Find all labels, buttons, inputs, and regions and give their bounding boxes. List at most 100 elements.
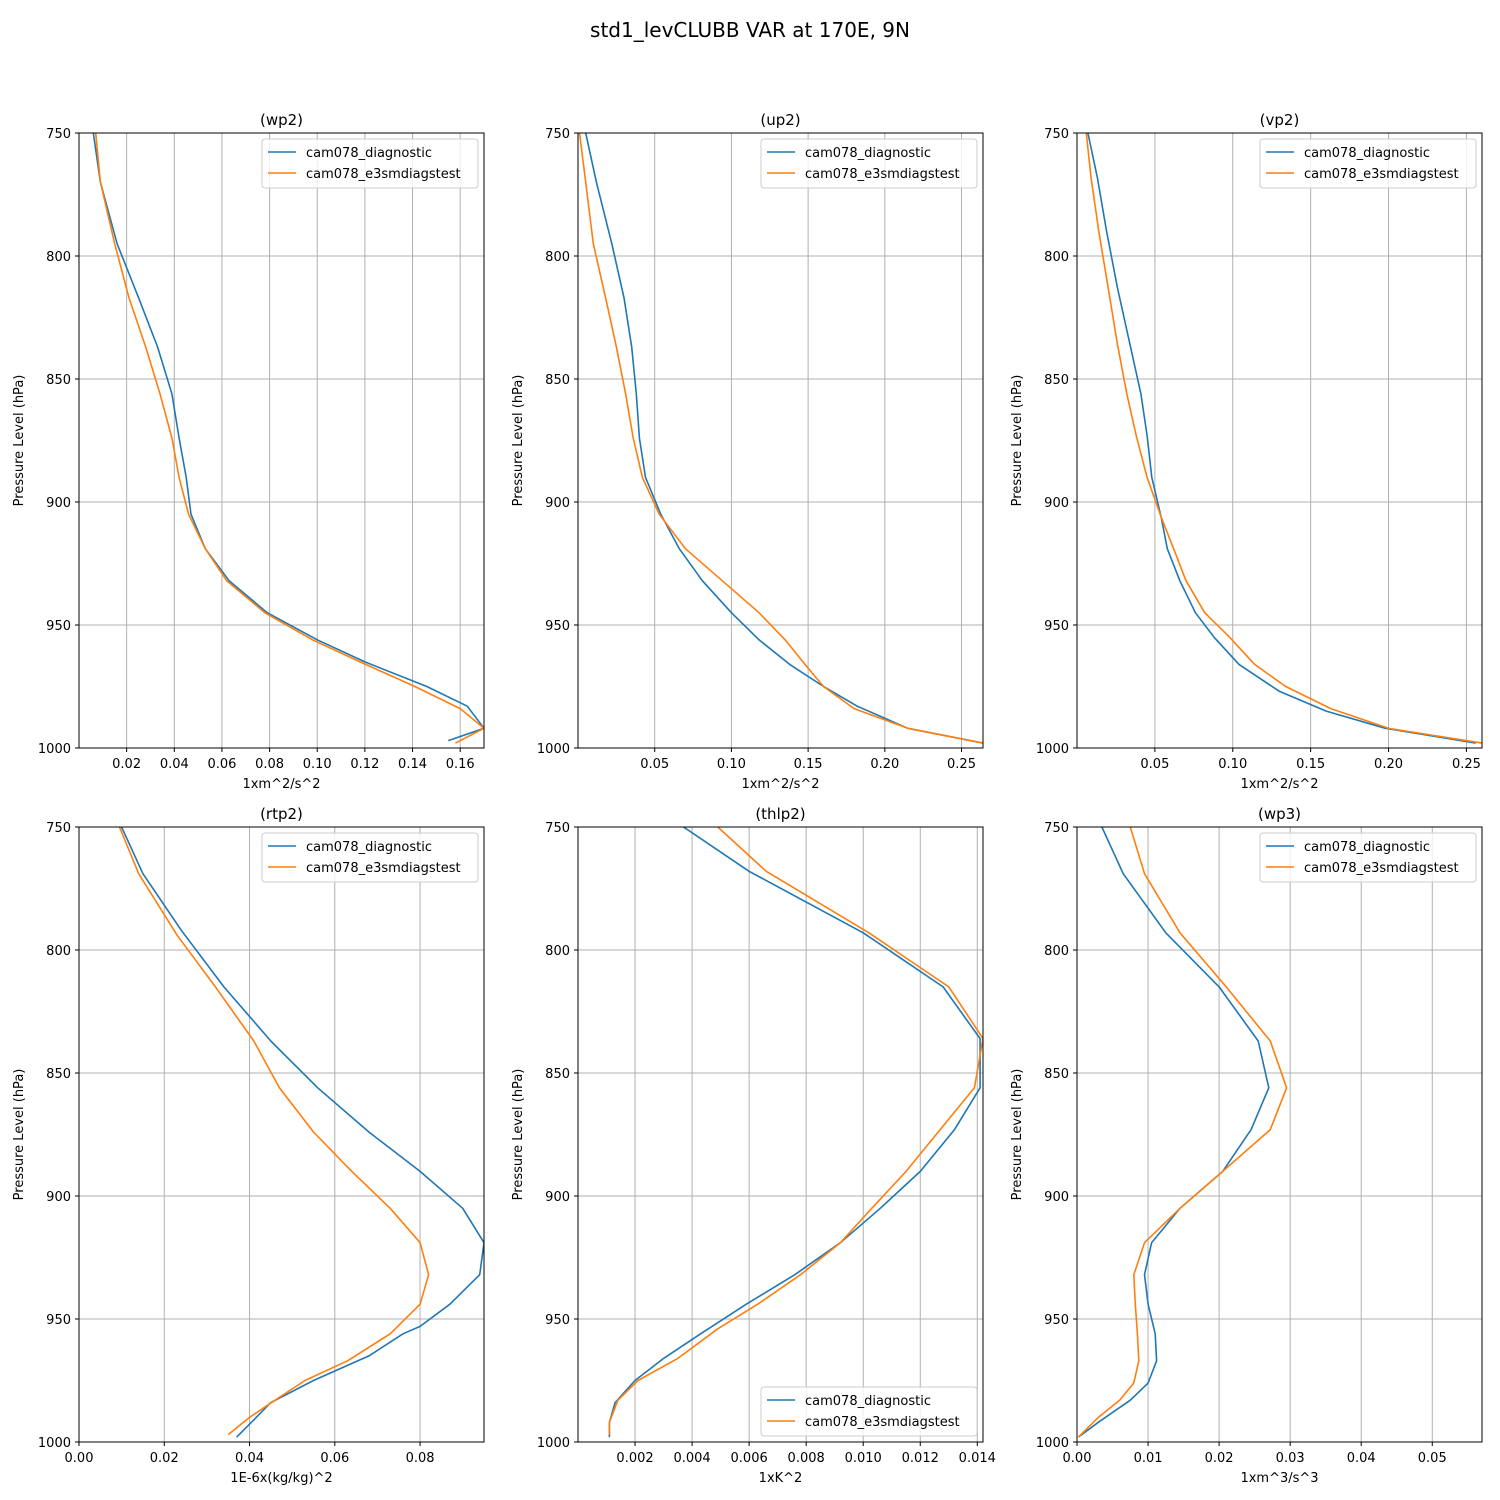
chart-4-xtick-label: 0.014 (959, 1451, 996, 1466)
chart-3-xtick-label: 0.08 (406, 1451, 435, 1466)
chart-3-legend: cam078_diagnostic cam078_e3smdiagstest (261, 832, 479, 883)
chart-2-xtick-label: 0.15 (1296, 757, 1325, 772)
chart-0-ytick-label: 800 (46, 250, 71, 265)
chart-1-ylabel: Pressure Level (hPa) (511, 375, 526, 507)
chart-5-ytick-label: 900 (1044, 1190, 1069, 1205)
chart-0-xlabel: 1xm^2/s^2 (242, 777, 320, 792)
chart-0-xtick-label: 0.02 (112, 757, 141, 772)
chart-3-xtick-label: 0.04 (235, 1451, 264, 1466)
chart-4-ytick-label: 850 (545, 1067, 570, 1082)
chart-4-xtick-label: 0.008 (788, 1451, 825, 1466)
chart-2-xtick-label: 0.05 (1140, 757, 1169, 772)
chart-0-series-diagnostic-line (92, 133, 484, 742)
chart-0-ytick-label: 1000 (38, 742, 71, 757)
chart-5-legend-box (1259, 832, 1477, 883)
chart-0-xtick-label: 0.04 (160, 757, 189, 772)
chart-4-ytick-label: 950 (545, 1313, 570, 1328)
chart-2-legend-box (1259, 138, 1477, 189)
chart-2-xtick-label: 0.20 (1374, 757, 1403, 772)
chart-2-xtick-label: 0.25 (1452, 757, 1481, 772)
chart-0-title: (wp2) (260, 111, 303, 129)
chart-2-legend-label: cam078_e3smdiagstest (1304, 167, 1459, 182)
chart-3-ytick-label: 850 (46, 1067, 71, 1082)
chart-2-panel: 0.05 0.10 0.15 0.20 0.25 750 800 850 900 950 1000 (… (1010, 111, 1483, 792)
chart-1-ytick-label: 950 (545, 619, 570, 634)
chart-5-ylabel: Pressure Level (hPa) (1010, 1069, 1025, 1201)
chart-5-axes-frame (1076, 826, 1483, 1443)
chart-5-xtick-label: 0.03 (1276, 1451, 1305, 1466)
chart-3-legend-box (261, 832, 479, 883)
chart-5-title: (wp3) (1258, 805, 1301, 823)
chart-5-ytick-label: 950 (1044, 1313, 1069, 1328)
chart-5-xtick-label: 0.02 (1205, 1451, 1234, 1466)
chart-1-xtick-label: 0.25 (947, 757, 976, 772)
chart-3-ytick-label: 950 (46, 1313, 71, 1328)
chart-2-ytick-label: 1000 (1036, 742, 1069, 757)
chart-3-xtick-label: 0.02 (150, 1451, 179, 1466)
chart-1-ytick-label: 900 (545, 496, 570, 511)
chart-0-ytick-label: 900 (46, 496, 71, 511)
chart-0-xtick-label: 0.06 (207, 757, 236, 772)
chart-1-xtick-label: 0.05 (640, 757, 669, 772)
chart-1-ytick-label: 1000 (537, 742, 570, 757)
chart-4-ylabel: Pressure Level (hPa) (511, 1069, 526, 1201)
chart-0-ytick-label: 950 (46, 619, 71, 634)
chart-4-xtick-label: 0.004 (673, 1451, 710, 1466)
chart-5-ytick-label: 850 (1044, 1067, 1069, 1082)
chart-5-xtick-label: 0.00 (1063, 1451, 1092, 1466)
chart-1-legend-box (760, 138, 978, 189)
chart-0-series-e3smdiagstest-line (94, 133, 484, 744)
chart-0-legend-box (261, 138, 479, 189)
chart-5-legend-label: cam078_diagnostic (1304, 840, 1430, 855)
chart-1-xtick-label: 0.20 (870, 757, 899, 772)
chart-4-ytick-label: 800 (545, 944, 570, 959)
chart-2-ytick-label: 950 (1044, 619, 1069, 634)
chart-5-xtick-label: 0.04 (1347, 1451, 1376, 1466)
chart-0-axes-frame (78, 132, 485, 749)
chart-3-xtick-label: 0.06 (320, 1451, 349, 1466)
chart-5-ytick-label: 1000 (1036, 1436, 1069, 1451)
chart-0-ytick-label: 750 (46, 127, 71, 142)
figure-title: std1_levCLUBB VAR at 170E, 9N (590, 18, 910, 42)
chart-0-ylabel: Pressure Level (hPa) (12, 375, 27, 507)
chart-3-ytick-label: 1000 (38, 1436, 71, 1451)
chart-2-series-diagnostic-line (1087, 133, 1476, 744)
chart-3-axes-frame (78, 826, 485, 1443)
chart-0-xtick-label: 0.16 (446, 757, 475, 772)
chart-5-panel: 0.00 0.01 0.02 0.03 0.04 0.05 750 800 850 900 950 1… (1010, 805, 1483, 1486)
chart-1-ytick-label: 750 (545, 127, 570, 142)
chart-5-xtick-label: 0.05 (1418, 1451, 1447, 1466)
chart-2-xtick-label: 0.10 (1218, 757, 1247, 772)
chart-4-ytick-label: 750 (545, 821, 570, 836)
chart-1-legend-label: cam078_diagnostic (805, 146, 931, 161)
chart-3-legend-label: cam078_e3smdiagstest (306, 861, 461, 876)
chart-4-series-diagnostic-line (608, 827, 981, 1438)
chart-5-legend-label: cam078_e3smdiagstest (1304, 861, 1459, 876)
chart-0-ytick-label: 850 (46, 373, 71, 388)
chart-1-ytick-label: 800 (545, 250, 570, 265)
chart-2-xlabel: 1xm^2/s^2 (1240, 777, 1318, 792)
chart-2-ytick-label: 800 (1044, 250, 1069, 265)
chart-4-xtick-label: 0.002 (616, 1451, 653, 1466)
chart-4-title: (thlp2) (755, 805, 805, 823)
chart-2-title: (vp2) (1260, 111, 1300, 129)
chart-0-xtick-label: 0.10 (303, 757, 332, 772)
chart-3-xlabel: 1E-6x(kg/kg)^2 (230, 1471, 332, 1486)
chart-2-legend-label: cam078_diagnostic (1304, 146, 1430, 161)
chart-2-series-e3smdiagstest-line (1085, 133, 1482, 744)
chart-3-title: (rtp2) (260, 805, 303, 823)
chart-4-legend-label: cam078_diagnostic (805, 1394, 931, 1409)
chart-2-axes-frame (1076, 132, 1483, 749)
chart-5-series-e3smdiagstest-line (1077, 827, 1288, 1438)
chart-4-legend-box (760, 1386, 978, 1437)
chart-3-ytick-label: 900 (46, 1190, 71, 1205)
chart-1-axes-frame (577, 132, 984, 749)
chart-2-ytick-label: 750 (1044, 127, 1069, 142)
chart-1-legend-label: cam078_e3smdiagstest (805, 167, 960, 182)
chart-1-xlabel: 1xm^2/s^2 (741, 777, 819, 792)
chart-5-ytick-label: 800 (1044, 944, 1069, 959)
chart-panels: 0.02 0.04 0.06 0.08 0.10 0.12 0.14 0.16 750 800 85… (12, 111, 1483, 1486)
chart-0-panel: 0.02 0.04 0.06 0.08 0.10 0.12 0.14 0.16 750 800 85… (12, 111, 485, 792)
chart-4-xtick-label: 0.006 (731, 1451, 768, 1466)
